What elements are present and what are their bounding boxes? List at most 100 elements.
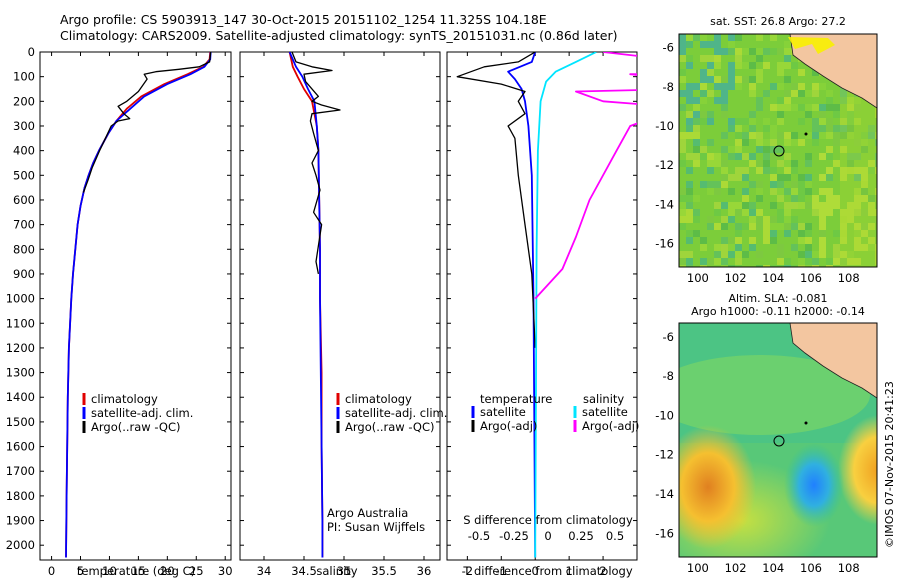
sst-tile (805, 181, 812, 188)
sst-tile (812, 202, 819, 209)
sst-tile (861, 146, 868, 153)
series-line-satellite-adj-clim- (288, 52, 324, 558)
sst-tile (693, 153, 700, 160)
sst-tile (749, 125, 756, 132)
sst-tile (784, 202, 791, 209)
sst-tile (742, 202, 749, 209)
sst-tile (854, 195, 861, 202)
sst-tile (707, 118, 714, 125)
sst-tile (749, 223, 756, 230)
sst-tile (826, 258, 833, 265)
sst-tile (735, 202, 742, 209)
sst-tile (805, 90, 812, 97)
x-tick-label: 36 (417, 564, 432, 578)
y-tick-label: 1200 (6, 341, 35, 355)
sst-tile (756, 34, 763, 41)
sst-tile (784, 153, 791, 160)
sst-tile (728, 188, 735, 195)
sst-tile (875, 216, 877, 223)
y-tick-label: 1400 (6, 390, 35, 404)
x-tick-label: 34.5 (291, 564, 317, 578)
sst-tile (686, 209, 693, 216)
sst-tile (707, 41, 714, 48)
sst-tile (875, 125, 877, 132)
sst-tile (721, 90, 728, 97)
sst-tile (819, 216, 826, 223)
sst-tile (791, 195, 798, 202)
sst-tile (749, 237, 756, 244)
sst-tile (721, 244, 728, 251)
sst-tile (763, 265, 770, 267)
sst-tile (721, 265, 728, 267)
sst-tile (714, 76, 721, 83)
sst-tile (721, 202, 728, 209)
sst-tile (784, 62, 791, 69)
sst-tile (784, 139, 791, 146)
sst-tile (812, 125, 819, 132)
sst-tile (700, 34, 707, 41)
sst-tile (784, 97, 791, 104)
sst-tile (742, 139, 749, 146)
sst-tile (784, 55, 791, 62)
pi-annotation: PI: Susan Wijffels (327, 520, 425, 534)
y-tick-label: 300 (13, 119, 35, 133)
sst-tile (742, 167, 749, 174)
map-x-tick-label: 100 (687, 561, 709, 575)
top-tick-label: -0.5 (468, 529, 490, 543)
sst-tile (693, 132, 700, 139)
sst-tile (679, 34, 686, 41)
sst-tile (756, 132, 763, 139)
sst-tile (826, 118, 833, 125)
sst-tile (861, 181, 868, 188)
sst-tile (798, 265, 805, 267)
map-x-tick-label: 102 (725, 271, 747, 285)
sst-tile (756, 167, 763, 174)
sst-tile (868, 244, 875, 251)
map-y-tick-label: -6 (663, 41, 674, 55)
sst-tile (693, 146, 700, 153)
y-tick-label: 400 (13, 144, 35, 158)
sst-tile (868, 202, 875, 209)
sst-tile (777, 48, 784, 55)
sst-tile (735, 244, 742, 251)
legend-label: Argo(..raw -QC) (91, 420, 181, 434)
sst-tile (749, 76, 756, 83)
sst-tile (679, 251, 686, 258)
map-y-tick-label: -10 (655, 408, 674, 422)
sst-tile (854, 97, 861, 104)
sst-tile (749, 244, 756, 251)
sst-tile (714, 48, 721, 55)
sst-tile (770, 146, 777, 153)
y-tick-label: 0 (28, 45, 35, 59)
sst-tile (798, 83, 805, 90)
sst-tile (805, 223, 812, 230)
x-tick-label: 0 (48, 564, 55, 578)
sst-tile (728, 34, 735, 41)
sst-tile (861, 132, 868, 139)
series-line-argo-adj- (534, 52, 637, 300)
sst-tile (770, 139, 777, 146)
sst-tile (679, 132, 686, 139)
sst-tile (721, 160, 728, 167)
sst-tile (700, 258, 707, 265)
sst-tile (770, 181, 777, 188)
sst-tile (770, 153, 777, 160)
sst-tile (763, 48, 770, 55)
legend-label: Argo(-adj) (582, 419, 639, 433)
sst-tile (854, 244, 861, 251)
sst-tile (819, 132, 826, 139)
sst-tile (770, 132, 777, 139)
sst-tile (798, 90, 805, 97)
sst-tile (686, 34, 693, 41)
sst-tile (826, 104, 833, 111)
sst-tile (840, 90, 847, 97)
sst-tile (749, 132, 756, 139)
sst-tile (784, 48, 791, 55)
sst-tile (728, 244, 735, 251)
sst-tile (777, 146, 784, 153)
sst-tile (854, 237, 861, 244)
sst-tile (805, 160, 812, 167)
sst-tile (770, 104, 777, 111)
sst-tile (791, 244, 798, 251)
